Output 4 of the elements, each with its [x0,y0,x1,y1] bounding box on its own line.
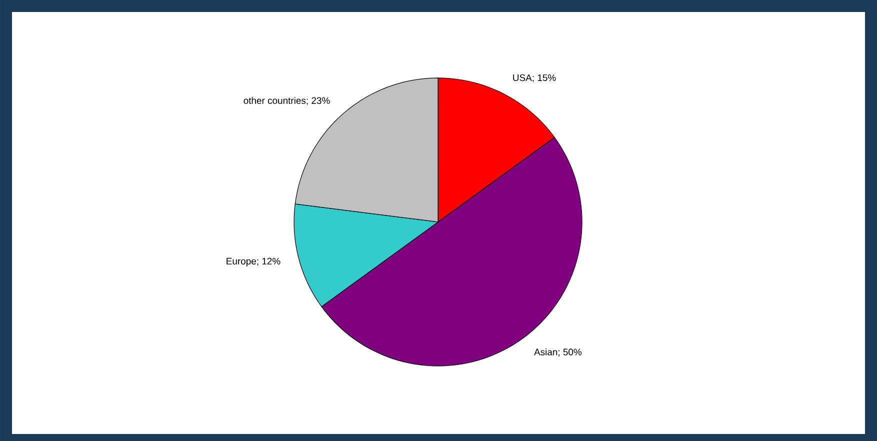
data-label: other countries; 23% [244,96,330,106]
data-label: Asian; 50% [534,348,582,357]
data-label: USA; 15% [513,74,556,82]
data-label: Europe; 12% [226,258,280,266]
